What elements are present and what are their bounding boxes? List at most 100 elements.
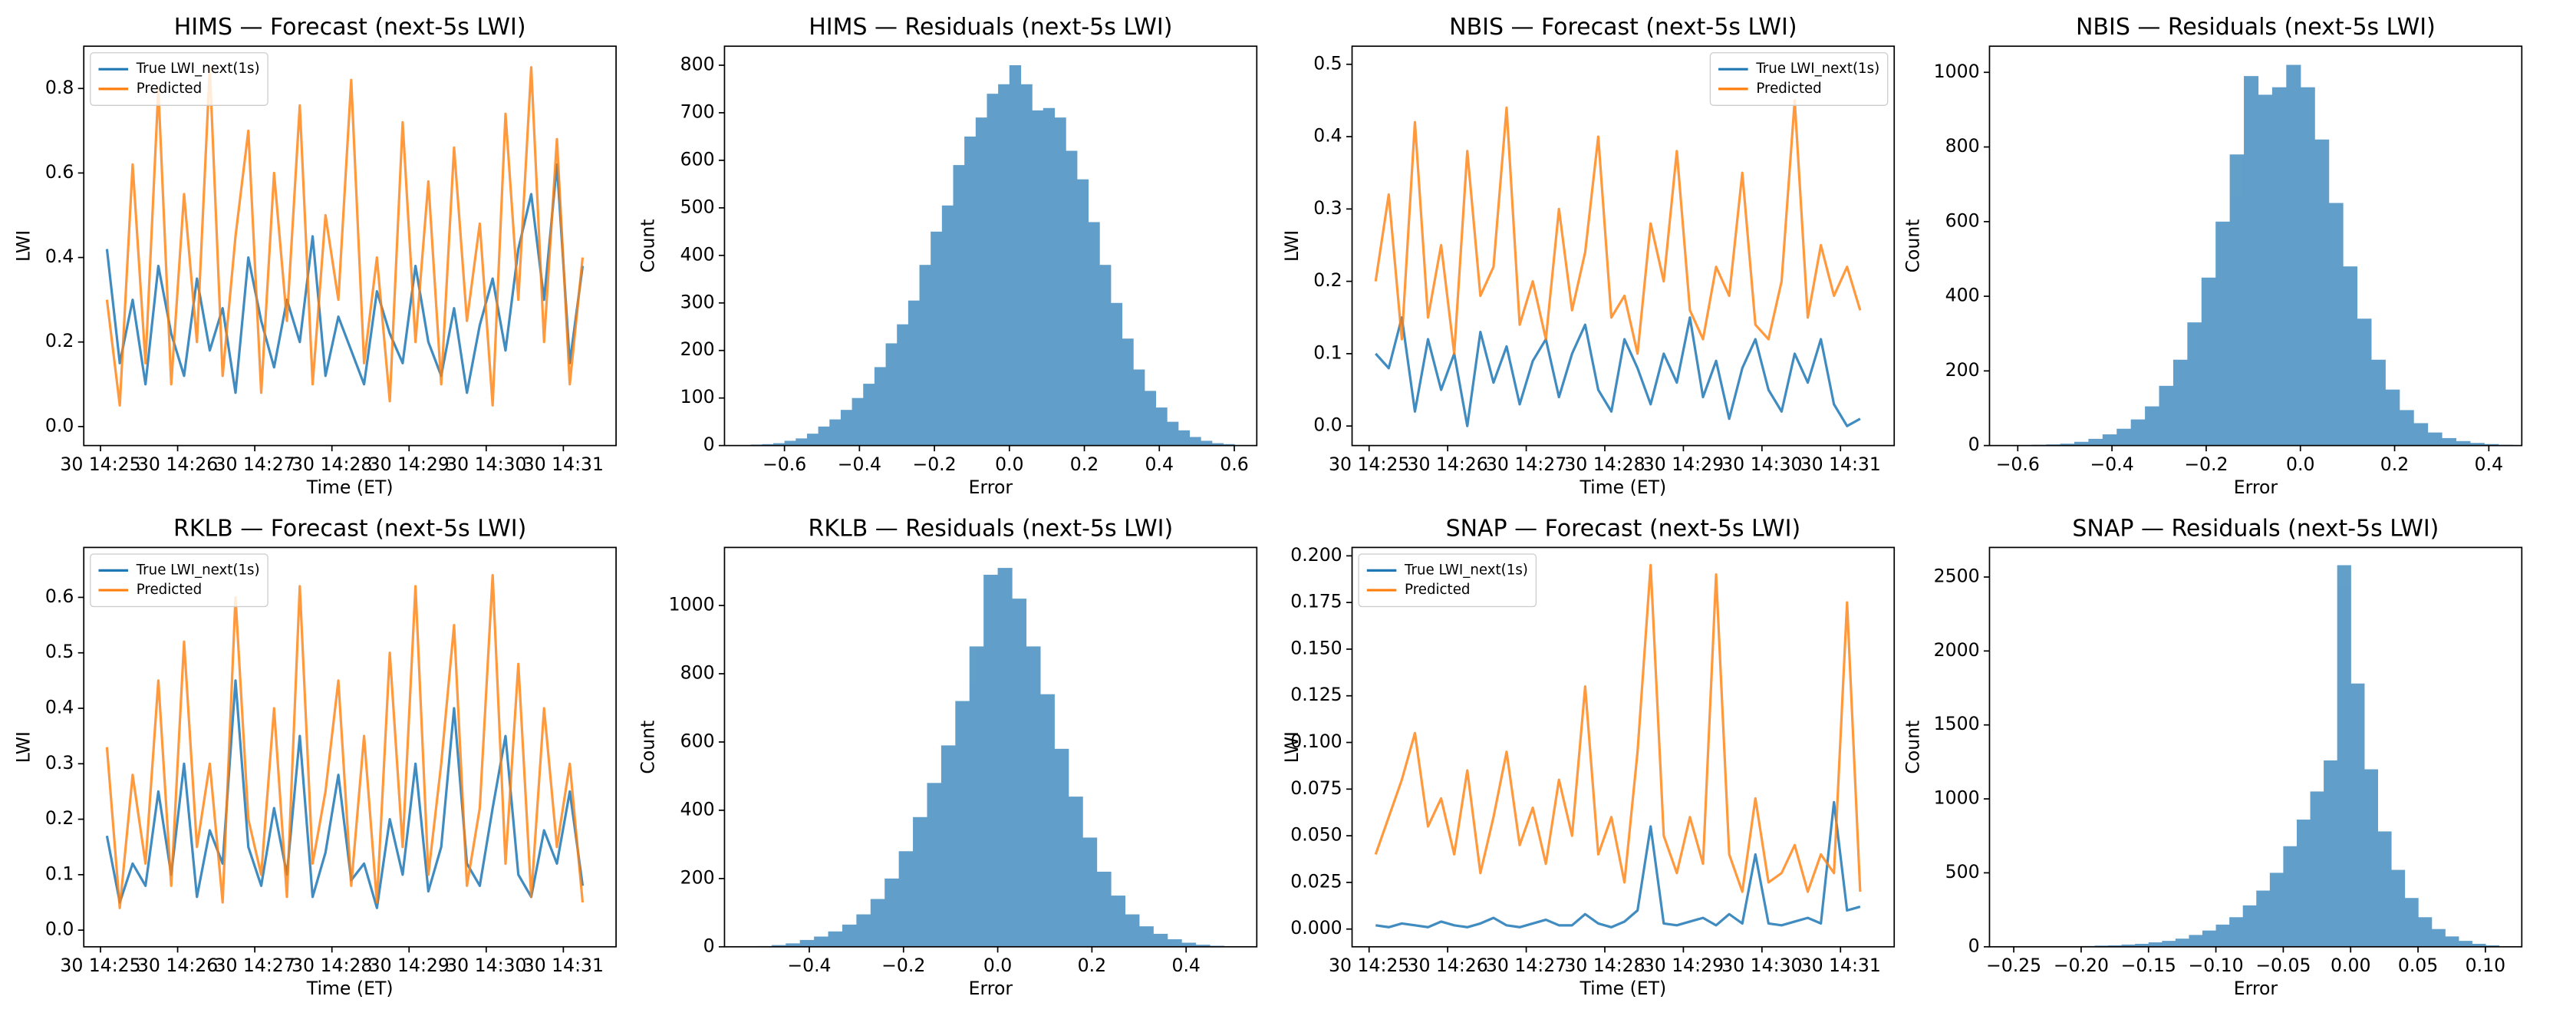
histogram-bar [863,384,875,446]
histogram-bar [955,701,970,947]
axes-frame [1988,546,2523,948]
histogram-bar [998,84,1010,446]
y-axis-label: LWI [1281,731,1303,763]
histogram-bar [1039,694,1055,947]
histogram-bar [1082,837,1098,947]
subplot: SNAP — Forecast (next-5s LWI)30 14:2530 … [1281,515,1896,999]
histogram-bar [1181,942,1197,947]
histogram-bar [1144,391,1157,446]
histogram-bar [1009,64,1022,446]
histogram-bar [885,343,898,446]
histogram-bar [1125,914,1140,947]
legend-box [90,52,268,106]
y-tick-label: 0.2 [1313,269,1342,291]
x-tick-label: 30 14:29 [1643,955,1724,976]
histogram-bar [2244,76,2259,446]
histogram-bar [2314,139,2330,446]
histogram-bar [908,300,921,446]
y-axis-label: LWI [1281,230,1303,262]
y-tick-label: 0.3 [1313,197,1342,219]
x-tick-label: 0.0 [2286,454,2314,475]
axes-frame [1351,45,1896,447]
y-tick-label: 1000 [1934,787,1980,809]
histogram-bar [1088,222,1100,446]
histogram-bar [2145,406,2160,446]
histogram-bar [2370,359,2386,446]
axes-frame [723,45,1258,447]
x-axis-label: Time (ET) [1580,477,1667,498]
x-tick-label: 30 14:28 [292,454,372,475]
x-tick-label: 30 14:30 [446,454,526,475]
y-tick-label: 0.100 [1290,731,1342,752]
x-axis-label: Time (ET) [306,477,394,498]
y-tick-label: 0 [1968,434,1980,455]
x-tick-label: 0.10 [2466,955,2505,976]
subplot-title: RKLB — Residuals (next-5s LWI) [809,515,1174,542]
legend-box [90,553,268,608]
subplot-title: HIMS — Residuals (next-5s LWI) [809,14,1172,41]
x-tick-label: 30 14:29 [369,955,450,976]
histogram-bar [856,914,871,947]
histogram-bar [2418,917,2433,947]
histogram-bar [2202,930,2217,947]
histogram-bar [2283,846,2298,947]
axes-frame [1351,546,1896,948]
y-tick-label: 0.5 [45,641,74,662]
histogram-bar [897,324,909,446]
y-tick-label: 0.050 [1290,824,1342,846]
histogram-bar [852,397,864,446]
x-tick-label: −0.2 [881,955,925,976]
x-tick-label: 0.0 [983,955,1012,976]
subplot: NBIS — Residuals (next-5s LWI) −0.6 −0.4 −0… [1902,14,2523,498]
histogram-bar [2175,938,2190,947]
histogram-bar [1054,117,1066,446]
y-tick-label: 2000 [1934,639,1980,661]
legend-label: Predicted [137,582,202,598]
histogram-bar [997,568,1013,947]
histogram-bar [799,939,815,947]
histogram-bar [2130,419,2146,446]
y-tick-label: 0.4 [45,697,74,718]
x-tick-label: 0.2 [2380,454,2409,475]
y-tick-label: 1000 [669,594,715,615]
histogram-bar [927,783,942,947]
x-tick-label: 30 14:31 [1800,454,1881,475]
series-line [1374,563,1862,893]
x-axis-label: Error [969,477,1013,498]
y-tick-label: 0.200 [1290,544,1342,566]
histogram-bar [818,426,830,446]
histogram-bar [1020,84,1033,446]
histogram-bar [2215,924,2230,947]
y-axis-label: Count [1902,219,1923,272]
x-axis-label: Error [2234,477,2278,498]
histogram-bar [983,574,999,947]
histogram-bar [2431,929,2446,947]
y-tick-label: 0.6 [45,161,74,183]
x-tick-label: 0.05 [2398,955,2438,976]
histogram-bar [2337,565,2351,947]
y-tick-label: 0.1 [45,863,74,884]
legend-label: True LWI_next(1s) [1755,61,1879,77]
x-tick-label: −0.6 [763,454,806,475]
y-axis-label: Count [1902,721,1923,774]
histogram-bar [1195,945,1211,947]
histogram-bar [2427,432,2443,446]
histogram-bar [2445,936,2459,947]
histogram-bar [2300,87,2315,446]
histogram-bar [828,931,843,947]
histogram-bar [1223,444,1235,446]
subplot-title: NBIS — Residuals (next-5s LWI) [2076,14,2436,41]
histogram-bar [1026,646,1041,947]
y-tick-label: 0.075 [1290,777,1342,799]
histogram-bar [1066,150,1078,446]
histogram-bar [913,816,928,947]
histogram-bar [1211,443,1224,446]
x-tick-label: 30 14:27 [214,955,295,976]
histogram-bar [1110,302,1123,446]
histogram-bar [870,899,885,947]
x-tick-label: 0.4 [1145,454,1174,475]
histogram-bar [2242,905,2257,947]
y-tick-label: 200 [680,338,715,360]
y-tick-label: 2500 [1934,565,1980,586]
